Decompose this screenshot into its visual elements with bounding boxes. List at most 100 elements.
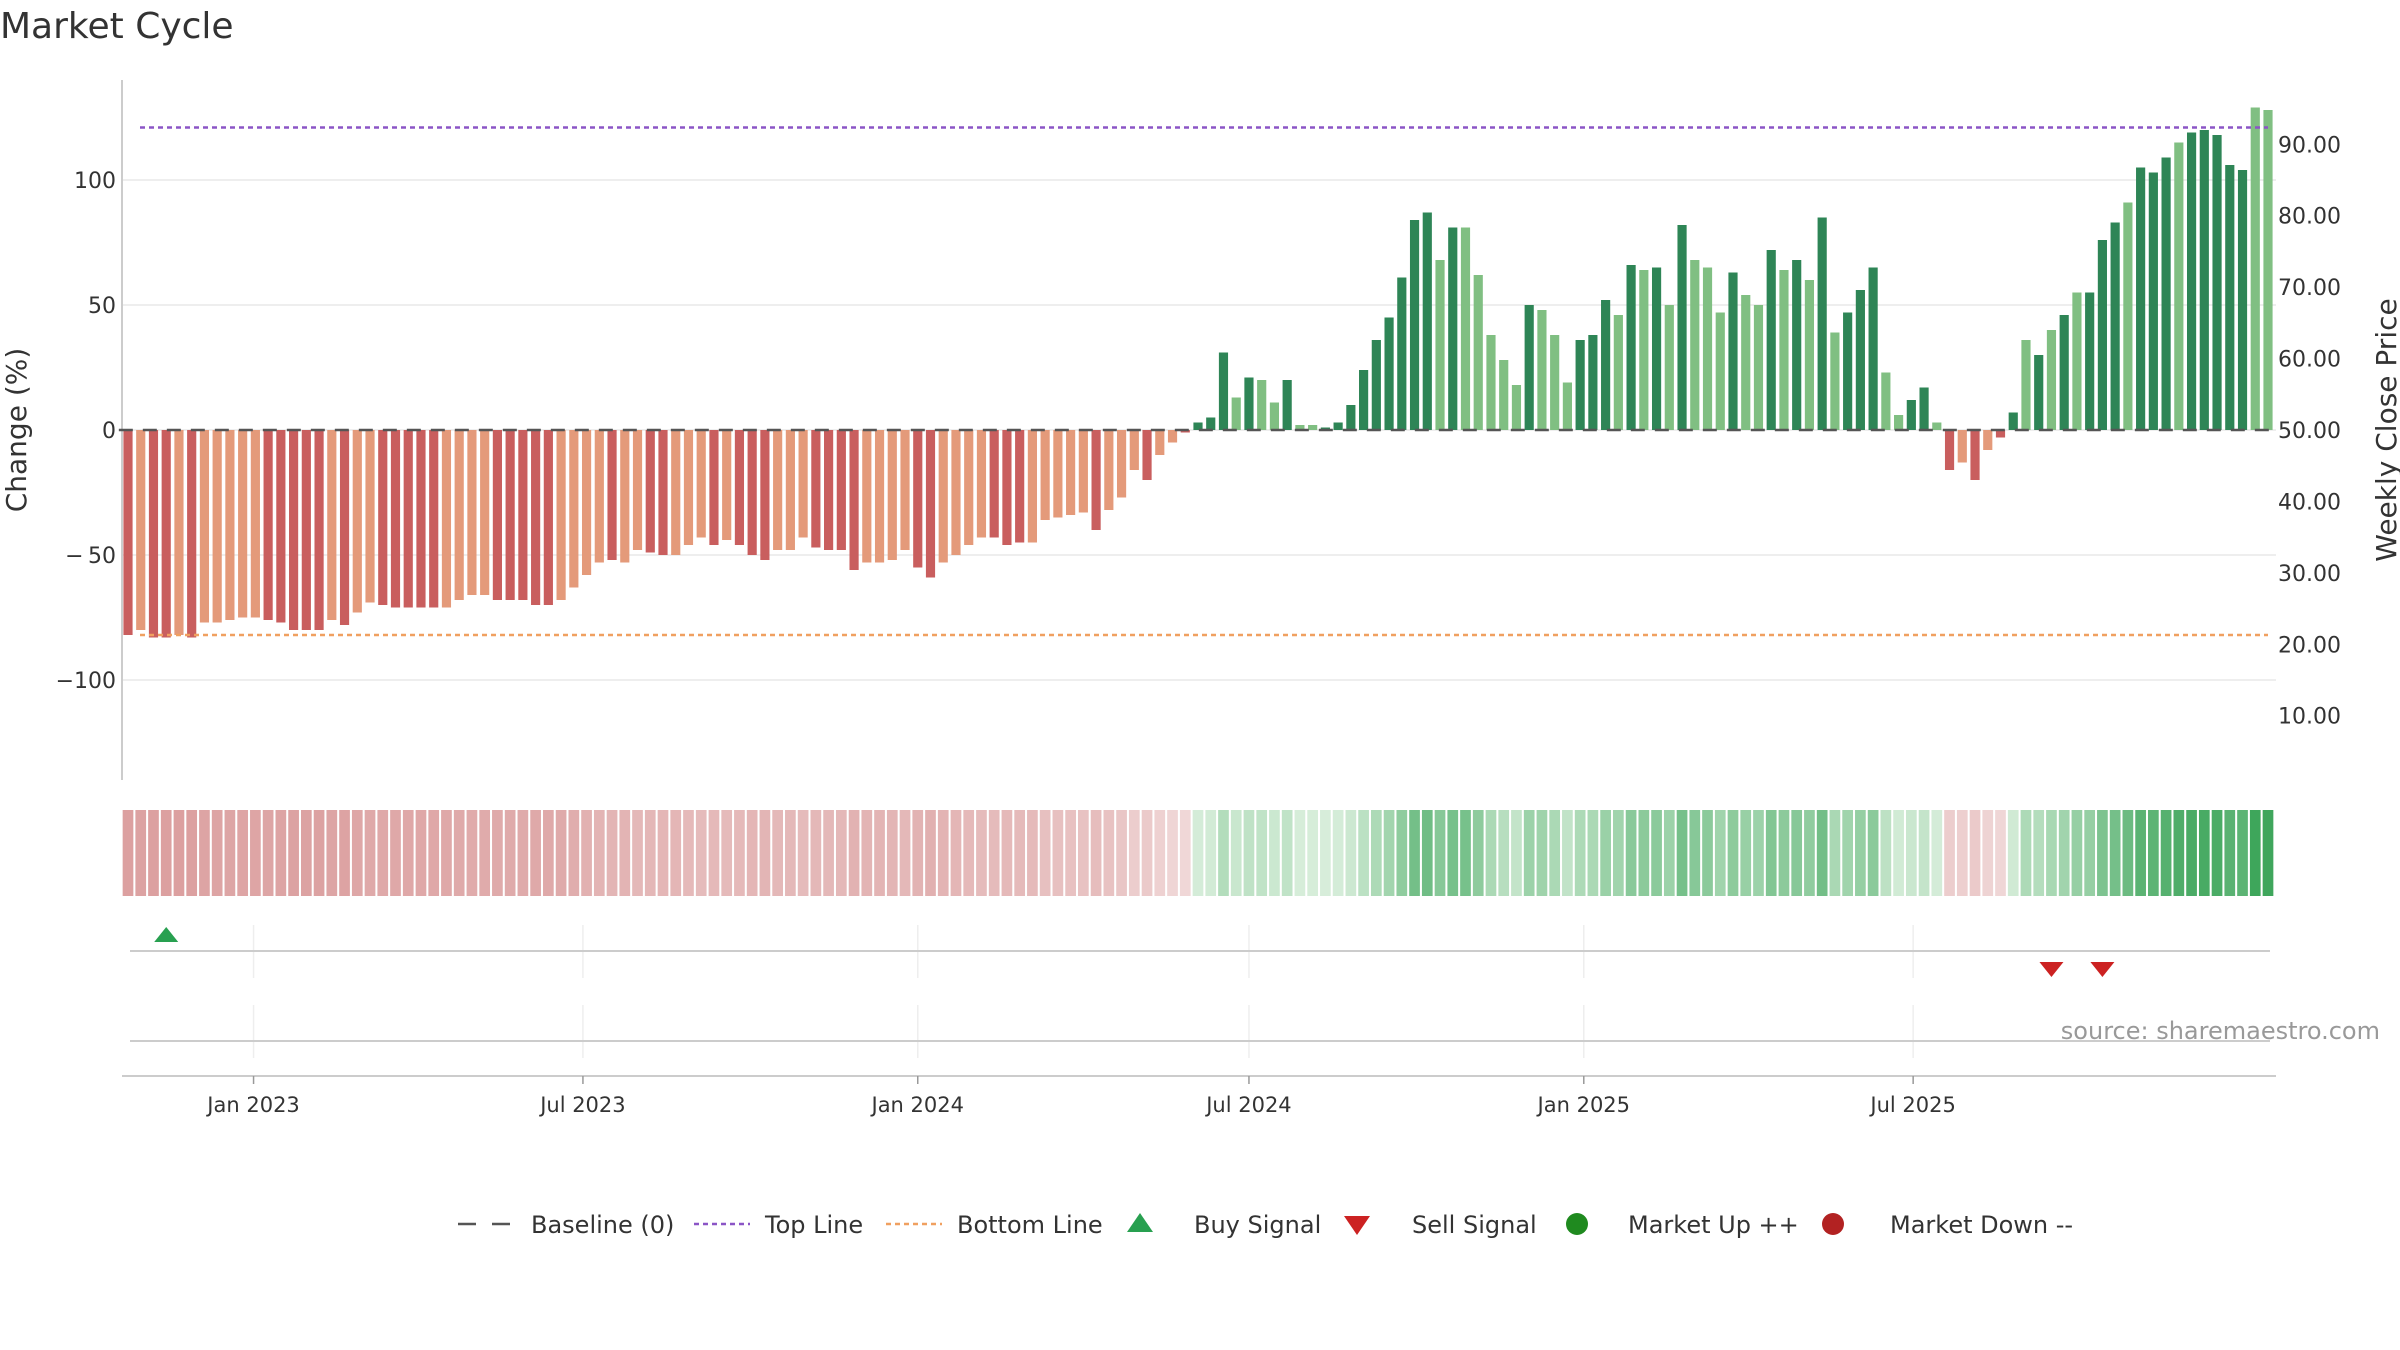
heat-cell [810, 810, 822, 896]
y2-tick-label: 90.00 [2278, 133, 2341, 158]
bar [2237, 170, 2248, 430]
bar [1027, 430, 1037, 543]
heat-cell [695, 810, 707, 896]
bar [1015, 430, 1025, 543]
bar [225, 430, 235, 620]
heat-cell [1218, 810, 1229, 896]
heat-cell [1944, 810, 1955, 896]
heat-cell [1804, 810, 1815, 896]
bar [1983, 430, 1993, 450]
heat-cell [1078, 810, 1089, 896]
heat-cell [848, 810, 860, 896]
bar [238, 430, 248, 618]
bar [314, 430, 324, 630]
heat-cell [785, 810, 796, 896]
signal-panel [130, 925, 2270, 1058]
legend-market-up-icon [1566, 1213, 1588, 1235]
heat-cell [300, 810, 312, 896]
bar [187, 430, 197, 638]
bar [2046, 330, 2057, 430]
heat-cell [797, 810, 809, 896]
heat-cell [1867, 810, 1879, 896]
bar [1244, 377, 1254, 430]
heat-cell [479, 810, 491, 896]
heat-cell [441, 810, 452, 896]
bar [416, 430, 426, 608]
y2-tick-labels: 90.00 80.00 70.00 60.00 50.00 40.00 30.00 20.00… [2278, 133, 2341, 729]
bar [390, 430, 401, 608]
bar [1193, 422, 1203, 430]
bar [785, 430, 795, 550]
bar [301, 430, 311, 630]
heat-cell [1256, 810, 1268, 896]
bar [365, 430, 375, 603]
bar [1231, 397, 1241, 430]
heat-cell [224, 810, 236, 896]
heat-cell [746, 810, 758, 896]
bar [913, 430, 923, 568]
legend: Baseline (0) Top Line Bottom Line Buy Signa… [458, 1211, 2073, 1239]
y-tick-label: −100 [56, 669, 116, 694]
legend-label: Buy Signal [1194, 1211, 1321, 1239]
bar [1129, 430, 1139, 470]
bar [798, 430, 808, 538]
heat-cell [1383, 810, 1395, 896]
bar [1677, 225, 1687, 430]
bar [811, 430, 821, 548]
bar [441, 430, 452, 608]
reference-lines [118, 126, 2278, 637]
heat-cell [364, 810, 376, 896]
heat-cell [2020, 810, 2032, 896]
bar [339, 430, 350, 625]
bar [964, 430, 974, 545]
heat-cell [339, 810, 350, 896]
heat-cell [504, 810, 516, 896]
heat-cell [466, 810, 478, 896]
legend-item: Market Down -- [1822, 1211, 2073, 1239]
chart-title: Market Cycle [0, 6, 234, 47]
bar [2225, 165, 2235, 430]
heat-cell [2033, 810, 2045, 896]
legend-item: Buy Signal [1127, 1211, 1321, 1239]
y-tick-label: 0 [102, 419, 116, 444]
bar [1575, 340, 1585, 430]
bar [1142, 430, 1152, 480]
bar [2263, 110, 2273, 430]
heat-cell [950, 810, 962, 896]
heat-cell [1205, 810, 1217, 896]
heat-cell [1154, 810, 1166, 896]
heat-cell [683, 810, 694, 896]
heat-cell [1039, 810, 1051, 896]
legend-label: Market Down -- [1890, 1211, 2073, 1239]
bar [492, 430, 502, 600]
heat-cell [1421, 810, 1433, 896]
legend-label: Top Line [764, 1211, 863, 1239]
heat-cell [2186, 810, 2197, 896]
heat-cell [1587, 810, 1599, 896]
bar [161, 430, 171, 638]
heat-cell [1179, 810, 1191, 896]
heat-cell [1549, 810, 1561, 896]
bar [1435, 260, 1445, 430]
y2-tick-label: 20.00 [2278, 633, 2341, 658]
heat-cell [734, 810, 745, 896]
heat-cell [555, 810, 567, 896]
heat-cell [1167, 810, 1178, 896]
bar [1524, 305, 1534, 430]
heat-cell [1014, 810, 1026, 896]
bar [1422, 212, 1432, 430]
heat-cell [1485, 810, 1497, 896]
heat-cell [1956, 810, 1968, 896]
bar [1167, 430, 1178, 443]
bar [696, 430, 706, 538]
heat-cell [1765, 810, 1777, 896]
heat-cell [1141, 810, 1153, 896]
y-tick-label: − 50 [65, 544, 116, 569]
heat-cell [1460, 810, 1471, 896]
x-tick-label: Jul 2023 [538, 1093, 625, 1117]
heat-cell [1905, 810, 1917, 896]
heat-cell [1269, 810, 1280, 896]
bar [849, 430, 859, 570]
heat-cell [402, 810, 414, 896]
bar [1104, 430, 1114, 510]
